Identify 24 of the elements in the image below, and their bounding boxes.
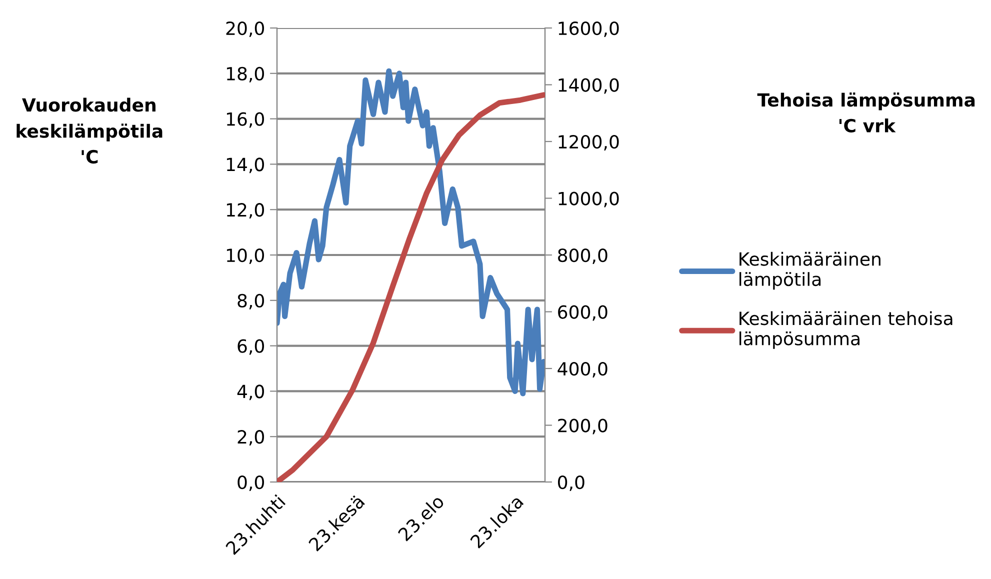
y-axis-title: Vuorokauden keskilämpötila 'C [16, 98, 162, 164]
y-tick-label: 8,0 [238, 294, 264, 310]
y2-tick-label: 1600,0 [558, 21, 619, 37]
y2-tick-label: 600,0 [558, 305, 608, 321]
y-tick-label: 0,0 [238, 475, 264, 491]
y-tick-label: 10,0 [226, 248, 264, 264]
y-tick-label: 20,0 [226, 21, 264, 37]
y-tick-label: 12,0 [226, 203, 264, 219]
y2-tick-label: 1400,0 [558, 78, 619, 94]
y-tick-label: 6,0 [238, 339, 264, 355]
y-tick-label: 14,0 [226, 158, 264, 174]
y2-tick-label: 1000,0 [558, 192, 619, 208]
y2-tick-label: 0,0 [558, 475, 584, 491]
y-tick-label: 16,0 [226, 112, 264, 128]
y-tick-label: 4,0 [237, 384, 264, 400]
y2-tick-label: 400,0 [558, 362, 608, 378]
y2-tick-label: 800,0 [558, 248, 608, 264]
legend-label: Keskimääräinen lämpötila [740, 252, 880, 290]
text: Tehoisa lämpösumma 'C vrk [757, 92, 975, 132]
y-tick-label: 2,0 [238, 430, 264, 446]
y-tick-label: 18,0 [226, 66, 264, 82]
y2-tick-label: 200,0 [558, 418, 608, 434]
y2-tick-label: 1200,0 [558, 134, 619, 150]
legend-label: Keskimääräinen tehoisa lämpösumma [740, 311, 952, 349]
